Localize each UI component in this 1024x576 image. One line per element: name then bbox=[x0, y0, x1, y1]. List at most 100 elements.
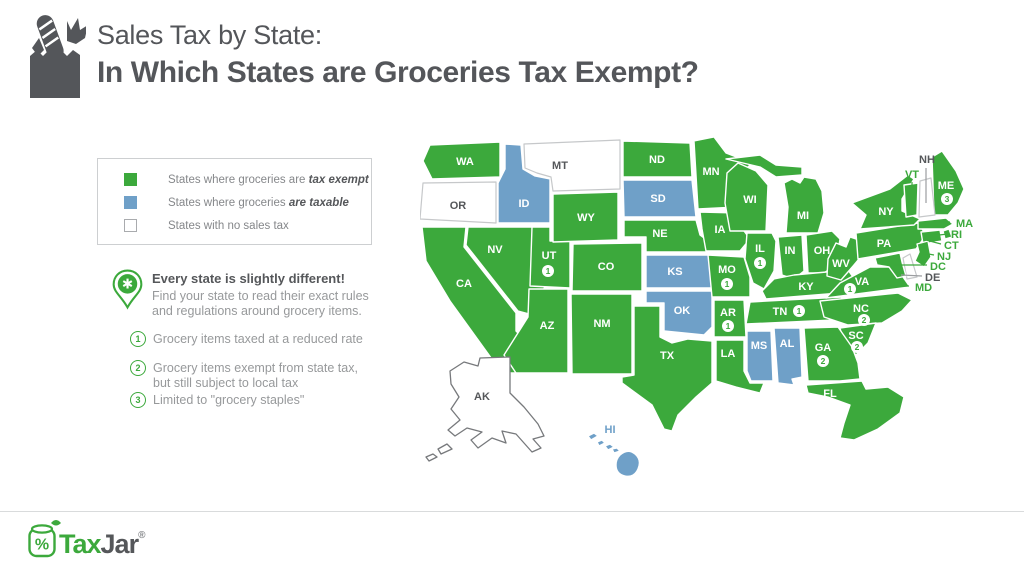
state-label-HI: HI bbox=[605, 424, 616, 436]
page-title-line1: Sales Tax by State: bbox=[97, 20, 322, 50]
state-AR bbox=[713, 299, 747, 338]
state-MO bbox=[707, 254, 751, 298]
note-marker-NC bbox=[858, 314, 870, 326]
map-pin-icon: ✱ bbox=[112, 269, 143, 310]
state-WY bbox=[552, 191, 619, 243]
state-label-TX: TX bbox=[660, 350, 675, 362]
state-label-AZ: AZ bbox=[540, 320, 555, 332]
state-label-KY: KY bbox=[798, 281, 814, 293]
state-label-MN: MN bbox=[702, 166, 719, 178]
state-ID bbox=[497, 143, 551, 224]
state-label-MT: MT bbox=[552, 160, 568, 172]
state-label-WI: WI bbox=[743, 194, 756, 206]
header-titles: Sales Tax by State: In Which States are … bbox=[97, 20, 699, 90]
state-label-IA: IA bbox=[715, 224, 726, 236]
footnote-text: Limited to "grocery staples" bbox=[153, 393, 305, 407]
state-label-MS: MS bbox=[751, 340, 768, 352]
state-CO bbox=[571, 242, 643, 292]
state-label-ND: ND bbox=[649, 154, 665, 166]
state-label-VT: VT bbox=[905, 169, 919, 181]
note-marker-ME bbox=[941, 193, 953, 205]
state-label-LA: LA bbox=[721, 348, 736, 360]
us-map: WA OR CA ID NV UT 1 MT WY CO AZ NM ND SD NE KS OK TX MN IA M… bbox=[420, 136, 973, 478]
note-marker-VA bbox=[844, 283, 856, 295]
state-label-SC: SC bbox=[848, 330, 863, 342]
note-marker-AR bbox=[722, 320, 734, 332]
note-marker-GA bbox=[817, 355, 829, 367]
note-marker-number-IL: 1 bbox=[758, 258, 763, 268]
legend-swatch-taxable bbox=[124, 196, 137, 209]
state-label-MD: MD bbox=[915, 282, 932, 294]
svg-text:✱: ✱ bbox=[122, 276, 133, 291]
footnote-3: 3 Limited to "grocery staples" bbox=[130, 392, 304, 408]
note-marker-number-TN: 1 bbox=[797, 306, 802, 316]
state-label-WA: WA bbox=[456, 156, 474, 168]
state-label-NY: NY bbox=[878, 206, 894, 218]
state-label-IL: IL bbox=[755, 243, 765, 255]
state-MI bbox=[725, 154, 825, 234]
state-IN bbox=[777, 234, 805, 280]
note-marker-TN bbox=[793, 305, 805, 317]
footer-divider bbox=[0, 511, 1024, 512]
state-GA bbox=[803, 326, 861, 382]
state-MT bbox=[523, 139, 621, 192]
taxjar-logo: % TaxJar® bbox=[28, 520, 147, 559]
state-label-MA: MA bbox=[956, 218, 973, 230]
footnote-2: 2 Grocery items exempt from state tax, but… bbox=[130, 360, 358, 390]
state-label-WY: WY bbox=[577, 212, 595, 224]
state-NH bbox=[918, 177, 936, 218]
state-HI bbox=[587, 432, 641, 478]
note-marker-SC bbox=[851, 341, 863, 353]
legend-item: States where groceries are taxable bbox=[124, 191, 371, 214]
page-title-line2: In Which States are Groceries Tax Exempt… bbox=[97, 56, 699, 89]
state-MD bbox=[874, 252, 907, 279]
note-marker-number-AR: 1 bbox=[726, 321, 731, 331]
state-label-AL: AL bbox=[780, 338, 795, 350]
note-marker-number-NC: 2 bbox=[862, 315, 867, 325]
state-label-PA: PA bbox=[877, 238, 892, 250]
state-label-OR: OR bbox=[450, 200, 467, 212]
note-marker-MO bbox=[721, 278, 733, 290]
jar-icon: % bbox=[28, 520, 61, 558]
legend-rows: States where groceries are tax exempt Sta… bbox=[124, 168, 371, 237]
footnote-number-badge: 1 bbox=[130, 331, 146, 347]
note-marker-number-GA: 2 bbox=[821, 356, 826, 366]
callout-line-RI bbox=[938, 233, 949, 236]
state-label-NJ: NJ bbox=[937, 251, 951, 263]
footnote-number-badge: 3 bbox=[130, 392, 146, 408]
state-label-ME: ME bbox=[938, 180, 955, 192]
callout-body-line1: Find your state to read their exact rule… bbox=[152, 289, 369, 303]
legend-item: States with no sales tax bbox=[124, 214, 371, 237]
state-DE bbox=[902, 253, 918, 280]
state-OR bbox=[420, 181, 497, 224]
state-label-ID: ID bbox=[519, 198, 530, 210]
map-legend: States where groceries are tax exempt Sta… bbox=[97, 158, 372, 245]
footnote-number-badge: 2 bbox=[130, 360, 146, 376]
callout-heading: Every state is slightly different! bbox=[152, 271, 345, 286]
state-label-UT: UT bbox=[542, 250, 557, 262]
state-WA bbox=[422, 141, 501, 180]
note-marker-number-VA: 1 bbox=[848, 284, 853, 294]
state-NE bbox=[623, 219, 709, 253]
callout-line-DE bbox=[900, 274, 923, 277]
state-label-RI: RI bbox=[951, 229, 962, 241]
state-label-CO: CO bbox=[598, 261, 615, 273]
state-label-NM: NM bbox=[593, 318, 610, 330]
state-label-NE: NE bbox=[652, 228, 667, 240]
state-MS bbox=[746, 330, 774, 382]
note-marker-number-SC: 2 bbox=[855, 342, 860, 352]
callout-body: Find your state to read their exact rule… bbox=[152, 289, 369, 319]
svg-text:%: % bbox=[35, 537, 49, 554]
state-label-WV: WV bbox=[832, 258, 850, 270]
state-LA bbox=[715, 339, 765, 394]
footnote-1: 1 Grocery items taxed at a reduced rate bbox=[130, 331, 363, 347]
state-label-DE: DE bbox=[925, 272, 940, 284]
note-marker-UT bbox=[542, 265, 554, 277]
state-label-IN: IN bbox=[785, 245, 796, 257]
state-ME bbox=[931, 150, 965, 216]
state-label-CA: CA bbox=[456, 278, 472, 290]
state-NM bbox=[570, 293, 633, 375]
state-label-AK: AK bbox=[474, 391, 490, 403]
note-marker-number-UT: 1 bbox=[546, 266, 551, 276]
